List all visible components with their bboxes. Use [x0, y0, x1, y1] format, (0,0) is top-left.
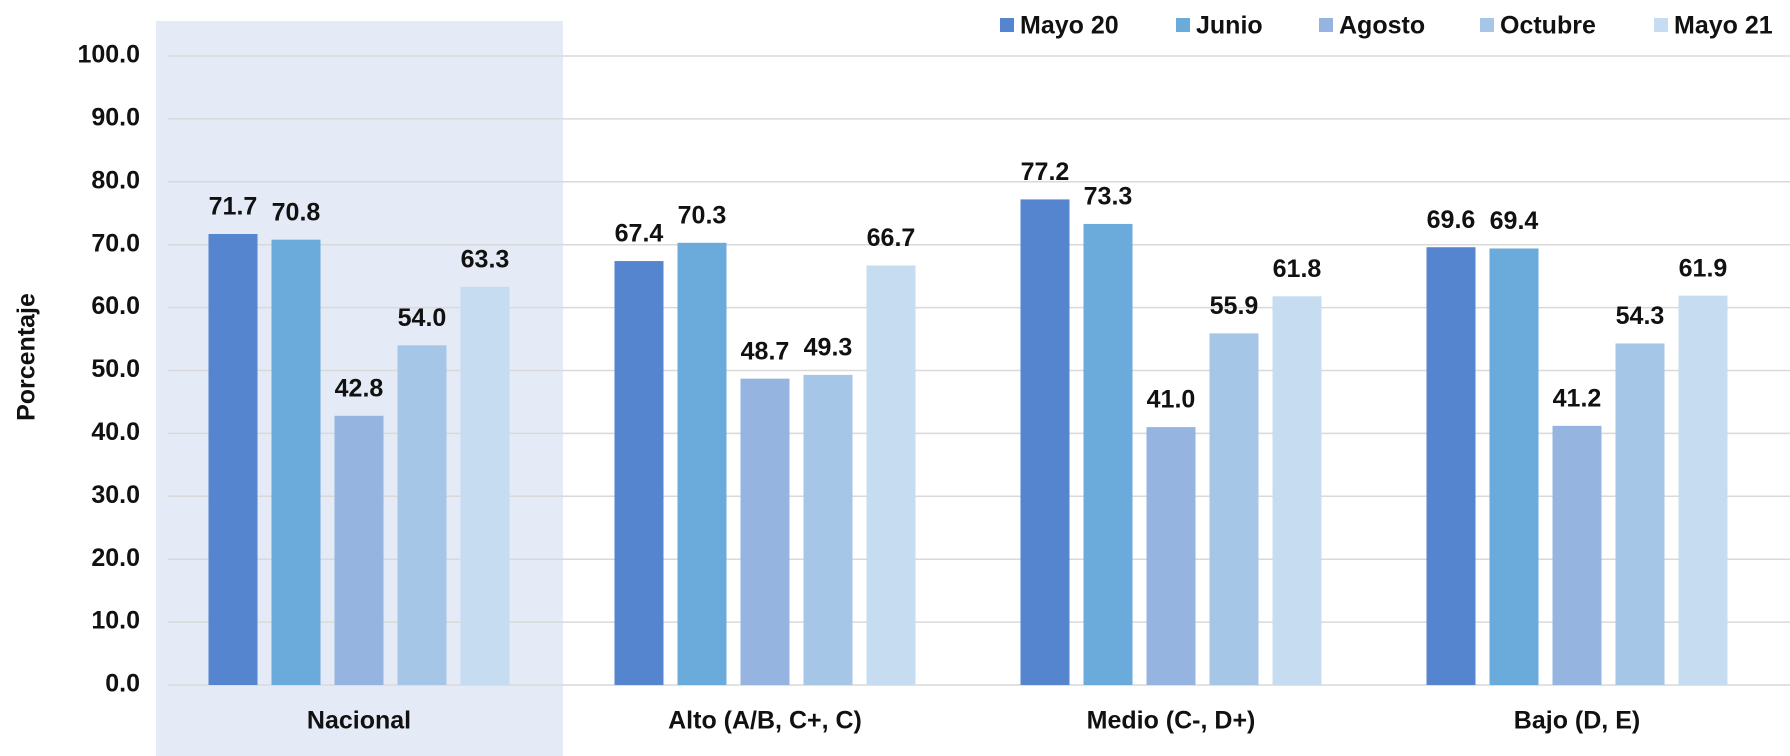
- bar: [614, 261, 664, 685]
- legend-label: Octubre: [1500, 12, 1596, 40]
- y-tick-label: 40.0: [91, 418, 140, 446]
- y-tick-label: 50.0: [91, 355, 140, 383]
- data-label: 41.2: [1553, 384, 1602, 412]
- y-tick-label: 90.0: [91, 104, 140, 132]
- y-tick-label: 60.0: [91, 292, 140, 320]
- x-tick-label: Medio (C-, D+): [1087, 707, 1256, 735]
- legend-label: Mayo 21: [1674, 12, 1773, 40]
- y-tick-label: 30.0: [91, 481, 140, 509]
- legend-swatch: [1176, 18, 1190, 32]
- data-label: 63.3: [461, 245, 510, 273]
- data-label: 55.9: [1210, 292, 1259, 320]
- x-tick-label: Alto (A/B, C+, C): [668, 707, 862, 735]
- data-label: 49.3: [804, 334, 853, 362]
- data-label: 48.7: [741, 337, 790, 365]
- data-label: 70.8: [272, 198, 321, 226]
- y-tick-label: 70.0: [91, 229, 140, 257]
- legend-label: Mayo 20: [1020, 12, 1119, 40]
- bar: [1426, 247, 1476, 685]
- bar: [740, 378, 790, 685]
- x-tick-label: Nacional: [307, 707, 411, 735]
- legend-label: Junio: [1196, 12, 1263, 40]
- data-label: 61.8: [1273, 255, 1322, 283]
- bar: [1552, 425, 1602, 685]
- bar: [208, 234, 258, 685]
- y-tick-label: 20.0: [91, 544, 140, 572]
- bar: [460, 286, 510, 685]
- bar: [334, 415, 384, 685]
- legend-label: Agosto: [1339, 12, 1425, 40]
- y-tick-label: 0.0: [105, 670, 140, 698]
- bar: [866, 265, 916, 685]
- data-label: 42.8: [335, 374, 384, 402]
- y-axis-label: Porcentaje: [13, 293, 41, 421]
- legend-swatch: [1654, 18, 1668, 32]
- legend-swatch: [1480, 18, 1494, 32]
- bar: [1615, 343, 1665, 685]
- y-tick-label: 80.0: [91, 166, 140, 194]
- data-label: 69.6: [1427, 206, 1476, 234]
- y-tick-label: 100.0: [77, 41, 140, 69]
- y-tick-label: 10.0: [91, 607, 140, 635]
- data-label: 54.3: [1616, 302, 1665, 330]
- data-label: 67.4: [615, 220, 664, 248]
- bar: [1209, 333, 1259, 685]
- data-label: 69.4: [1490, 207, 1539, 235]
- legend-swatch: [1000, 18, 1014, 32]
- x-tick-label: Bajo (D, E): [1514, 707, 1640, 735]
- bar: [397, 345, 447, 685]
- data-label: 66.7: [867, 224, 916, 252]
- data-label: 41.0: [1147, 386, 1196, 414]
- bar: [1020, 199, 1070, 686]
- data-label: 77.2: [1021, 158, 1070, 186]
- bar: [803, 374, 853, 685]
- bar: [1083, 223, 1133, 685]
- data-label: 54.0: [398, 304, 447, 332]
- bar: [271, 239, 321, 685]
- legend-swatch: [1319, 18, 1333, 32]
- data-label: 73.3: [1084, 183, 1133, 211]
- bar: [1489, 248, 1539, 685]
- bar: [1146, 427, 1196, 685]
- data-label: 71.7: [209, 193, 258, 221]
- bar: [677, 242, 727, 686]
- data-label: 61.9: [1679, 254, 1728, 282]
- bar: [1678, 295, 1728, 685]
- bar: [1272, 296, 1322, 685]
- data-label: 70.3: [678, 201, 727, 229]
